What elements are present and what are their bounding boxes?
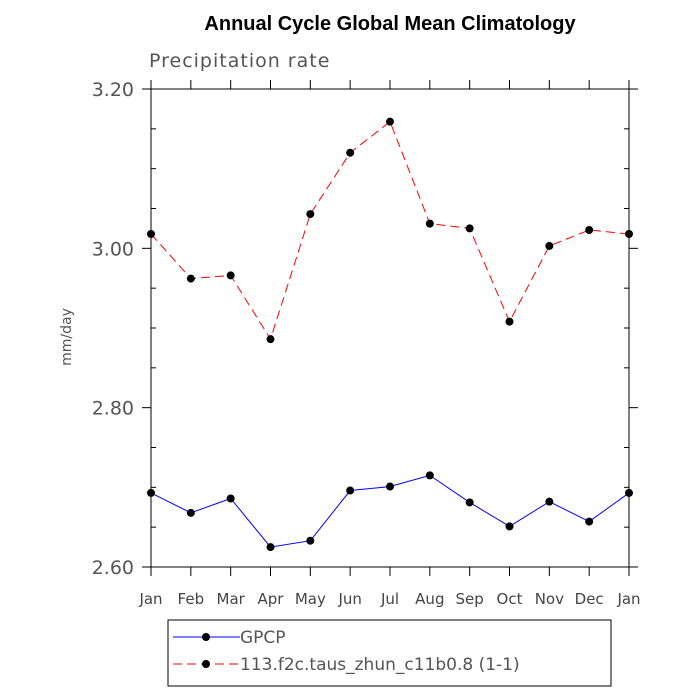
x-tick-label: Sep: [456, 590, 484, 608]
legend-marker: [202, 660, 210, 668]
axes: Jan Feb Mar Apr May Jun Jul Aug Sep Oct Nov Dec Jan2…: [92, 79, 641, 608]
data-point: [186, 508, 195, 517]
y-tick-label: 2.60: [92, 557, 134, 579]
data-point: [346, 486, 355, 495]
data-point: [186, 274, 195, 283]
data-point: [226, 494, 235, 503]
data-point: [465, 498, 474, 507]
x-tick-label: May: [295, 590, 326, 608]
y-tick-label: 2.80: [92, 398, 134, 420]
x-tick-label: Feb: [178, 590, 205, 608]
legend-box: [167, 619, 612, 687]
data-point: [147, 229, 155, 238]
data-point: [505, 522, 514, 531]
data-point: [306, 536, 315, 545]
data-point: [386, 117, 394, 126]
legend-items: GPCP 113.f2c.taus_zhun_c11b0.8 (1-1): [173, 628, 520, 675]
plot-frame: [150, 88, 630, 568]
x-tick-label: Jan: [138, 590, 162, 608]
data-point: [505, 317, 514, 326]
legend-label: 113.f2c.taus_zhun_c11b0.8 (1-1): [240, 655, 520, 675]
x-tick-label: Aug: [415, 590, 444, 608]
x-tick-label: Mar: [217, 590, 246, 608]
data-point: [346, 148, 355, 157]
data-point: [425, 471, 434, 480]
x-tick-label: Nov: [535, 590, 564, 608]
data-point: [545, 241, 554, 250]
series-layer: [147, 117, 633, 552]
data-point: [226, 271, 235, 280]
x-tick-label: Apr: [258, 590, 285, 608]
legend-marker: [202, 633, 210, 641]
data-point: [545, 497, 554, 506]
x-tick-label: Jun: [337, 590, 361, 608]
series-line-1: [150, 120, 630, 341]
data-point: [425, 219, 434, 228]
x-tick-label: Jan: [616, 590, 640, 608]
y-tick-label: 3.00: [92, 238, 134, 260]
y-axis-label: mm/day: [59, 308, 75, 366]
data-point: [585, 226, 594, 235]
data-point: [147, 488, 155, 497]
x-tick-label: Jul: [380, 590, 399, 608]
legend: GPCP 113.f2c.taus_zhun_c11b0.8 (1-1): [167, 619, 612, 687]
legend-label: GPCP: [240, 628, 286, 648]
x-tick-label: Dec: [575, 590, 604, 608]
data-point: [625, 229, 633, 238]
data-point: [266, 543, 275, 552]
data-point: [625, 488, 633, 497]
data-point: [266, 335, 275, 344]
x-tick-label: Oct: [497, 590, 523, 608]
data-point: [465, 224, 474, 233]
data-point: [585, 517, 594, 526]
data-point: [386, 482, 394, 491]
chart-subtitle: Precipitation rate: [149, 50, 330, 72]
chart-title: Annual Cycle Global Mean Climatology: [204, 13, 576, 35]
data-point: [306, 210, 315, 219]
y-tick-label: 3.20: [92, 79, 134, 101]
